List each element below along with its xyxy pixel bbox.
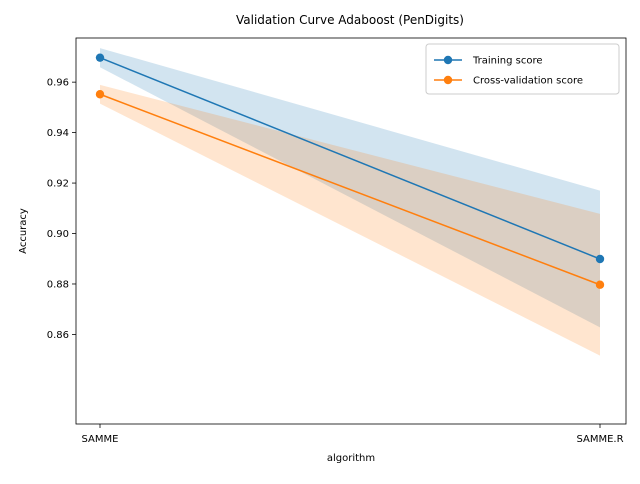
band-series-1 bbox=[100, 84, 600, 356]
y-axis: 0.86 0.88 0.90 0.92 0.94 0.96 bbox=[47, 78, 76, 341]
y-tick-label: 0.86 bbox=[47, 330, 69, 341]
point-series-1 bbox=[595, 280, 605, 289]
band-series-0 bbox=[100, 48, 600, 328]
y-tick-label: 0.94 bbox=[47, 128, 69, 139]
legend-frame bbox=[425, 43, 620, 95]
point-series-0 bbox=[595, 254, 605, 264]
chart-title: Validation Curve Adaboost (PenDigits) bbox=[236, 13, 464, 27]
y-axis-label: Accuracy bbox=[18, 208, 29, 254]
x-axis: SAMME SAMME.R bbox=[82, 424, 624, 445]
x-tick-label: SAMME.R bbox=[576, 434, 623, 445]
legend: Training score Cross-validation score bbox=[425, 43, 620, 95]
confidence-bands bbox=[100, 48, 600, 356]
legend-label: Cross-validation score bbox=[473, 76, 583, 87]
x-tick-label: SAMME bbox=[82, 434, 119, 445]
line-series-0 bbox=[99, 56, 601, 260]
y-tick-label: 0.90 bbox=[47, 229, 69, 240]
point-series-0 bbox=[95, 53, 105, 62]
point-series-1 bbox=[95, 90, 105, 99]
y-tick-label: 0.96 bbox=[47, 78, 69, 89]
legend-label: Training score bbox=[472, 56, 543, 67]
legend-marker bbox=[443, 55, 453, 65]
y-tick-label: 0.88 bbox=[47, 279, 69, 290]
y-tick-label: 0.92 bbox=[47, 179, 69, 190]
plot-frame bbox=[75, 37, 627, 425]
x-axis-label: algorithm bbox=[327, 453, 375, 464]
line-series-1 bbox=[99, 93, 601, 286]
series-lines bbox=[95, 53, 605, 289]
legend-marker bbox=[443, 75, 453, 85]
